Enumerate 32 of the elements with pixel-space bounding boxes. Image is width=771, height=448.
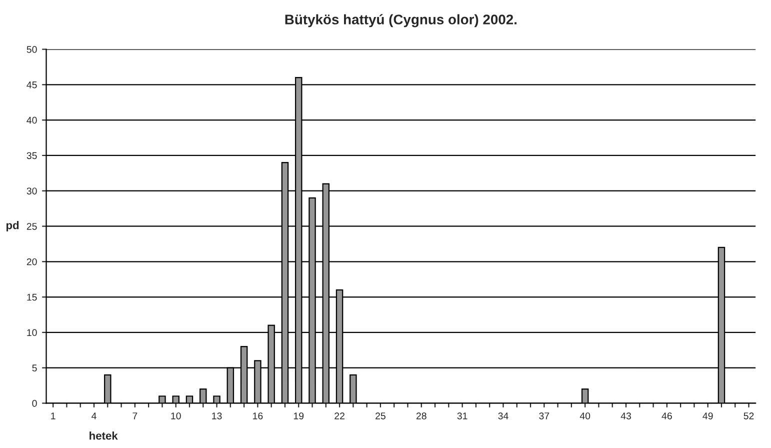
y-tick-label: 30 — [26, 188, 37, 194]
x-tick-label: 16 — [253, 412, 263, 420]
y-tick-label: 50 — [26, 46, 37, 53]
x-tick-label: 49 — [702, 412, 713, 420]
x-tick-label: 13 — [212, 412, 222, 420]
y-tick-label: 25 — [26, 222, 37, 230]
x-tick-label: 34 — [498, 412, 508, 420]
y-axis-title: pd — [6, 221, 19, 232]
y-tick-label: 45 — [26, 82, 37, 88]
x-tick-label: 7 — [132, 412, 138, 420]
x-tick-label: 52 — [744, 412, 754, 420]
x-tick-label: 19 — [294, 412, 304, 420]
x-tick-label: 28 — [416, 412, 426, 420]
chart-title: Bütykös hattyú (Cygnus olor) 2002. — [285, 14, 517, 28]
y-tick-label: 20 — [26, 258, 37, 266]
x-tick-label: 1 — [51, 412, 56, 420]
x-tick-label: 25 — [376, 412, 386, 420]
x-tick-label: 4 — [92, 412, 96, 420]
x-tick-label: 43 — [620, 412, 631, 420]
y-tick-label: 40 — [26, 116, 37, 124]
y-tick-label: 10 — [27, 329, 37, 336]
x-axis-title: hetek — [90, 432, 118, 440]
x-tick-label: 31 — [457, 412, 468, 420]
x-tick-label: 40 — [580, 412, 590, 420]
x-tick-label: 37 — [539, 412, 550, 420]
x-tick-label: 46 — [662, 412, 672, 420]
y-tick-label: 5 — [32, 364, 37, 372]
x-tick-label: 22 — [334, 412, 344, 420]
x-tick-label: 10 — [171, 412, 181, 420]
y-tick-label: 35 — [26, 152, 37, 160]
y-tick-label: 0 — [32, 400, 37, 407]
y-tick-label: 15 — [27, 294, 37, 301]
